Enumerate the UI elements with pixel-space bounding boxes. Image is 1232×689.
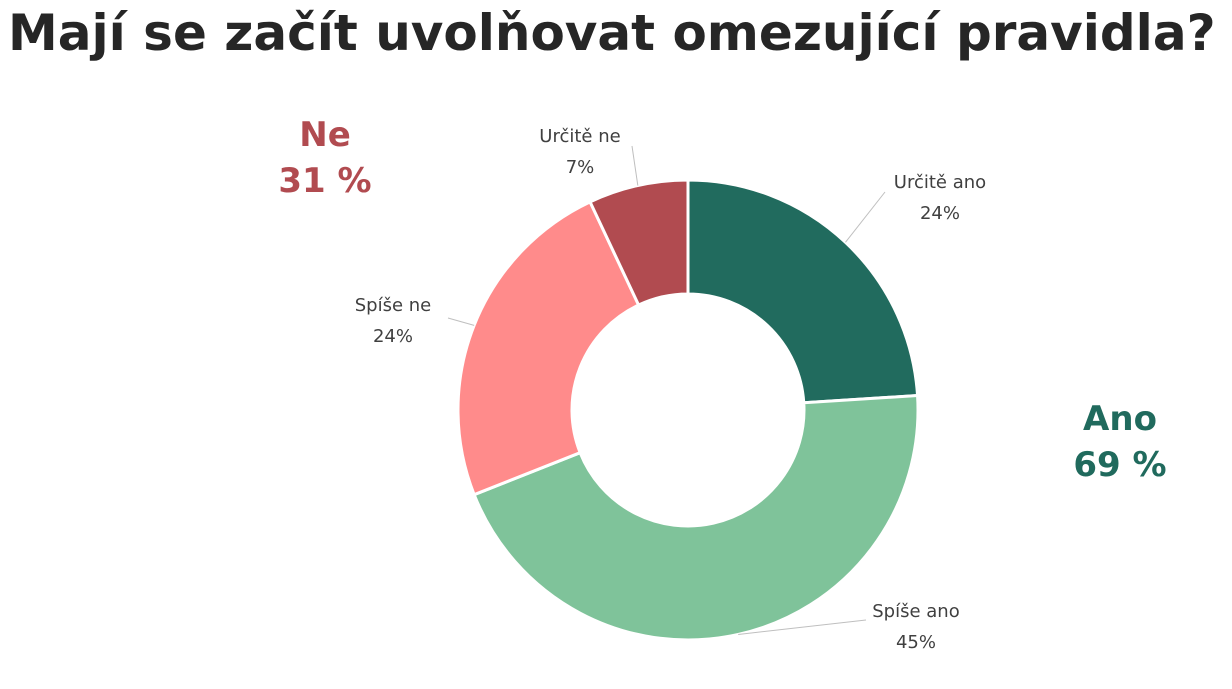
slice-label-value: 24%	[920, 203, 960, 224]
slice-label-category: Určitě ano	[894, 172, 986, 193]
slice-určitě-ne	[588, 178, 690, 308]
slice-label-category: Spíše ano	[872, 601, 959, 622]
leader-line	[738, 619, 867, 635]
chart-title: Mají se začít uvolňovat omezující pravid…	[8, 4, 1216, 62]
group-label-ano: Ano 69 %	[1050, 396, 1190, 488]
group-label-ne: Ne 31 %	[255, 112, 395, 204]
slice-label-category: Určitě ne	[539, 126, 620, 147]
slice-label-value: 45%	[896, 632, 936, 653]
slice-spíše-ne	[456, 199, 641, 497]
slice-určitě-ano	[686, 178, 920, 405]
group-name-ne: Ne	[299, 115, 351, 155]
leader-line	[447, 317, 475, 326]
leader-line	[631, 145, 639, 186]
slice-label-value: 24%	[373, 326, 413, 347]
group-value-ano: 69 %	[1073, 445, 1167, 485]
group-name-ano: Ano	[1083, 399, 1157, 439]
leader-line	[845, 191, 886, 243]
slice-label-category: Spíše ne	[355, 295, 432, 316]
group-value-ne: 31 %	[278, 161, 372, 201]
slice-spíše-ano	[472, 393, 920, 642]
slice-label-value: 7%	[566, 157, 595, 178]
